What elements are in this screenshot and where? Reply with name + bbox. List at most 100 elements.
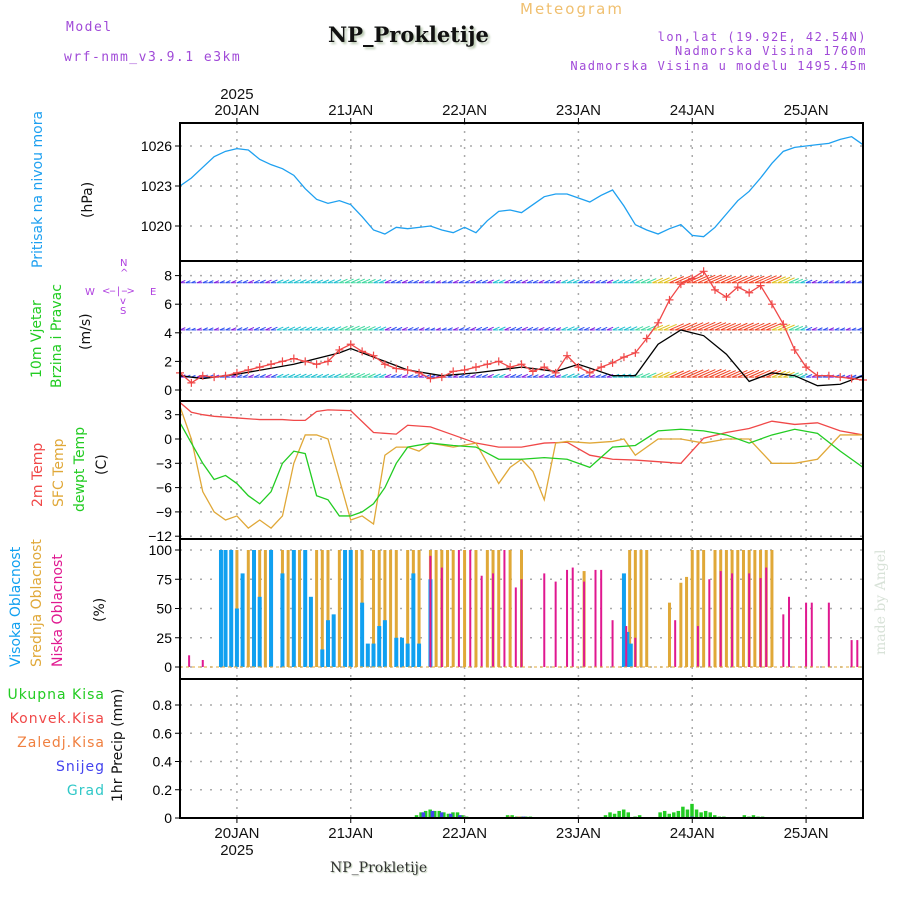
wind-speed-marker — [210, 373, 219, 382]
pressure-line — [179, 135, 864, 238]
y-tick-label: 75 — [156, 571, 172, 587]
wind-speed-marker — [551, 368, 560, 377]
total-rain-bar — [451, 812, 455, 818]
mid-cloud-bar — [508, 550, 512, 667]
wind-barb — [373, 373, 382, 378]
wind-barb — [657, 277, 670, 284]
wind-barb — [692, 369, 710, 378]
wind-barb — [339, 373, 348, 378]
high-cloud-bar — [325, 620, 330, 667]
mid-cloud-bar — [434, 550, 438, 667]
total-rain-bar — [751, 815, 756, 818]
low-cloud-bar — [625, 626, 628, 667]
low-cloud-bar — [696, 626, 699, 667]
y-tick-label: 6 — [164, 296, 172, 312]
wind-barb — [299, 373, 307, 378]
low-cloud-bar — [634, 637, 637, 667]
y-tick-label: 0.6 — [153, 725, 173, 741]
wind-barb — [361, 278, 371, 284]
low-cloud-bar — [457, 550, 460, 667]
wind-barb — [657, 371, 670, 378]
high-cloud-bar — [229, 550, 234, 667]
wind-barb — [680, 322, 698, 331]
mid-cloud-bar — [417, 550, 421, 667]
wind-barb — [697, 321, 716, 331]
total-rain-bar — [608, 812, 612, 818]
legend-hail: Grad — [66, 783, 105, 799]
high-cloud-bar — [360, 602, 365, 667]
wind-barb — [737, 275, 754, 284]
high-cloud-bar — [257, 596, 262, 667]
low-cloud-bar — [674, 620, 677, 667]
wind-barb — [686, 322, 704, 331]
lonlat-label: lon,lat (19.92E, 42.54N) — [657, 30, 867, 44]
low-cloud-bar — [719, 571, 722, 667]
snow-bar — [439, 812, 444, 818]
wind-barb — [293, 279, 302, 284]
wind-speed-marker — [301, 357, 310, 366]
mid-cloud-bar — [633, 550, 637, 667]
compass-rose: N ^ W <-- | --> E v S — [85, 258, 170, 328]
low-cloud-bar — [492, 573, 495, 667]
wind-barb — [788, 325, 799, 331]
y-tick-label: 1023 — [141, 178, 172, 194]
wind-speed-marker — [779, 320, 788, 329]
wind-speed-marker — [699, 267, 708, 276]
y-tick-label: 0.8 — [153, 697, 173, 713]
y-tick-label: −3 — [156, 455, 172, 471]
total-rain-bar — [667, 813, 671, 818]
high-cloud-bar — [377, 626, 382, 667]
wind-barb — [566, 373, 575, 378]
low-cloud-bar — [440, 567, 443, 667]
high-cloud-bar — [343, 550, 348, 667]
wind-barb — [640, 372, 650, 378]
mid-cloud-bar — [377, 550, 381, 667]
wind-barb — [293, 326, 302, 331]
low-cloud-bar — [805, 602, 808, 667]
low-cloud-bar — [765, 567, 768, 667]
y-tick-label: 0.4 — [153, 754, 173, 770]
wind-barb — [356, 278, 366, 284]
wind-barb — [663, 323, 677, 331]
mid-cloud-bar — [770, 550, 774, 667]
high-cloud-bar — [411, 573, 416, 667]
snow-bar — [421, 812, 426, 818]
total-rain-bar — [455, 812, 460, 818]
wind-speed-marker — [745, 288, 754, 297]
wind-barb — [344, 372, 354, 378]
total-rain-bar — [414, 815, 419, 818]
x-tick-label-top: 21JAN — [328, 102, 373, 119]
wind-speed-marker — [676, 280, 685, 289]
wind-barb — [379, 373, 387, 378]
total-rain-bar — [703, 810, 708, 818]
wind-barb — [373, 279, 382, 284]
mid-cloud-bar — [406, 550, 410, 667]
low-cloud-bar — [856, 640, 859, 667]
high-cloud-bar — [269, 550, 274, 667]
wind-barb — [703, 368, 722, 378]
wind-barb — [709, 275, 727, 284]
wind-barb — [566, 326, 575, 331]
total-rain-bar — [460, 815, 464, 818]
mid-cloud-bar — [753, 550, 757, 667]
mid-cloud-bar — [690, 550, 694, 667]
total-rain-bar — [637, 815, 642, 818]
wind-speed-marker — [563, 351, 572, 360]
wind-speed-marker — [506, 363, 515, 372]
total-rain-bar — [676, 810, 681, 818]
mid-cloud-bar — [724, 550, 728, 667]
wind-barb — [800, 373, 808, 378]
wind-barb — [669, 370, 684, 378]
wind-barb — [731, 322, 748, 331]
y-tick-label: 2 — [164, 353, 172, 369]
low-cloud-bar — [503, 550, 506, 667]
compass-n: N — [120, 258, 128, 269]
low-cloud-bar — [480, 575, 483, 667]
wind-speed-marker — [597, 363, 606, 372]
wind-barb — [726, 323, 742, 331]
wind-barb — [766, 370, 782, 378]
total-rain-bar — [603, 815, 608, 818]
low-cloud-bar — [594, 569, 597, 667]
wind-barb — [743, 369, 760, 378]
wind-barb — [635, 326, 644, 331]
